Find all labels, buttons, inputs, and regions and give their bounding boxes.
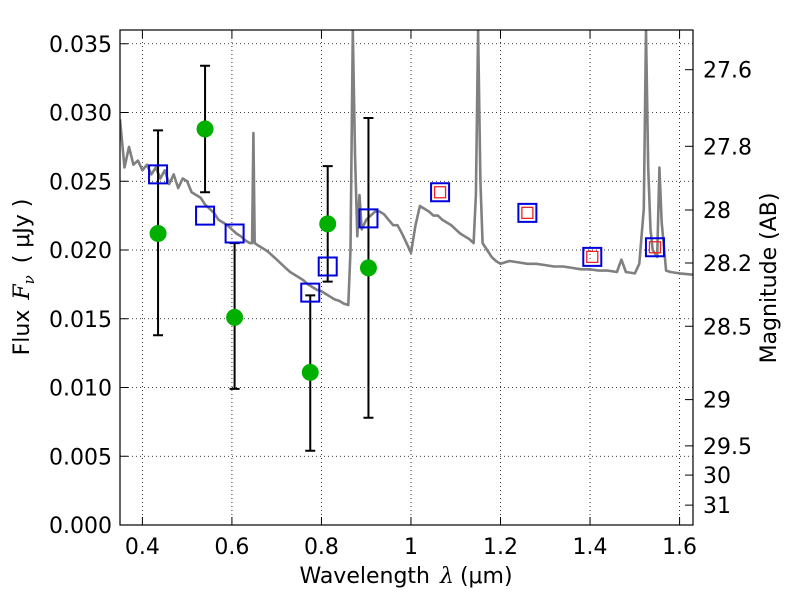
model-square	[358, 208, 379, 229]
marker-layer	[148, 120, 665, 381]
right-tick-labels: 27.6 27.8 28 28.2 28.5 29 29.5 30 31	[703, 59, 752, 519]
observed-point	[149, 225, 167, 242]
model-square	[430, 182, 451, 203]
observed-point	[301, 363, 319, 381]
model-square	[224, 223, 245, 244]
x-tick-label: 0.8	[304, 535, 339, 560]
right-tick-label: 30	[703, 464, 731, 489]
y-tick-label: 0.010	[49, 377, 112, 402]
right-tick-label: 31	[703, 494, 731, 519]
model-square	[300, 282, 321, 303]
y-axis-label-unit: ( μJy )	[10, 199, 35, 264]
x-axis-label-unit: (μm)	[460, 564, 513, 589]
y-axis-label-symbol: F	[10, 284, 35, 301]
model-square	[517, 202, 538, 223]
x-tick-label: 1	[404, 535, 418, 560]
right-tick-label: 28	[703, 199, 731, 224]
plot-frame	[119, 29, 694, 526]
grid-lines	[120, 30, 693, 526]
observed-point	[226, 308, 244, 326]
y-tick-labels: 0.000 0.005 0.010 0.015 0.020 0.025 0.030 0.035	[49, 33, 112, 539]
right-tick-label: 28.5	[703, 315, 752, 340]
observed-point	[196, 120, 214, 138]
y-tick-label: 0.005	[49, 445, 112, 470]
right-tick-label: 29.5	[703, 435, 752, 460]
x-tick-label: 1.6	[662, 535, 697, 560]
x-axis-label-symbol: λ	[439, 564, 454, 589]
model-square	[195, 205, 216, 226]
x-axis-label: Wavelength λ (μm)	[299, 564, 512, 589]
y-tick-label: 0.000	[49, 514, 112, 539]
x-tick-label: 0.6	[214, 535, 249, 560]
y-tick-label: 0.030	[49, 102, 112, 127]
right-tick-label: 27.6	[703, 59, 752, 84]
model-square	[582, 246, 603, 267]
right-axis-label: Magnitude (AB)	[757, 193, 782, 364]
right-tick-label: 27.8	[703, 135, 752, 160]
x-tick-label: 1.2	[483, 535, 518, 560]
x-tick-label: 1.4	[573, 535, 608, 560]
y-axis-label-main: Flux	[10, 310, 35, 356]
model-red-square	[586, 250, 599, 264]
y-axis-label: Flux Fν ( μJy )	[10, 199, 38, 356]
tick-marks	[120, 30, 693, 526]
x-tick-label: 0.4	[125, 535, 160, 560]
y-tick-label: 0.035	[49, 33, 112, 58]
observed-point	[359, 259, 377, 277]
model-red-square	[521, 206, 534, 220]
y-tick-label: 0.020	[49, 239, 112, 264]
model-red-square	[433, 186, 447, 199]
y-tick-label: 0.025	[49, 170, 112, 195]
model-red-square	[648, 241, 662, 254]
model-square	[644, 237, 665, 258]
model-square	[317, 256, 338, 277]
right-tick-label: 29	[703, 389, 731, 414]
y-tick-label: 0.015	[49, 308, 112, 333]
y-axis-label-sub: ν	[20, 275, 38, 284]
model-square	[148, 164, 169, 185]
observed-point	[319, 215, 337, 233]
right-tick-label: 28.2	[703, 252, 752, 277]
x-axis-label-main: Wavelength	[299, 564, 430, 589]
x-tick-labels: 0.4 0.6 0.8 1 1.2 1.4 1.6	[125, 535, 697, 560]
